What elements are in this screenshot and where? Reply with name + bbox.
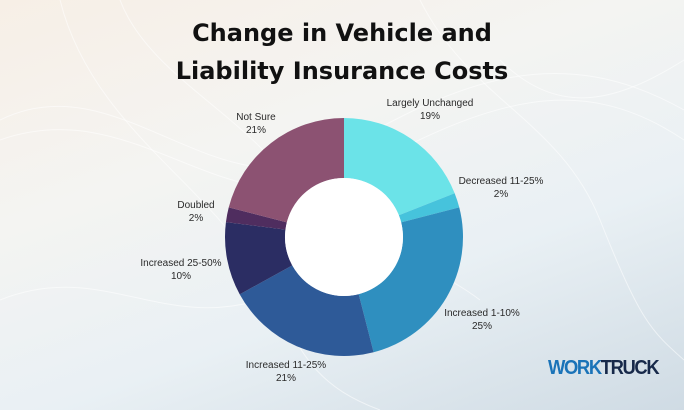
slice-percent-label: 25% xyxy=(472,321,492,332)
slice-increased-1-10 xyxy=(358,207,463,353)
slice-percent-label: 2% xyxy=(189,213,204,224)
slice-percent-label: 10% xyxy=(171,271,191,282)
slice-not-sure xyxy=(228,118,344,223)
slice-increased-25-50 xyxy=(225,222,293,295)
slice-label: Increased 1-10% xyxy=(444,308,520,319)
donut-hole xyxy=(285,178,403,296)
slice-label: Largely Unchanged xyxy=(387,98,474,109)
slice-label: Decreased 11-25% xyxy=(459,176,544,187)
slice-label: Doubled xyxy=(177,200,214,211)
worktruck-logo: WORKTRUCK xyxy=(548,356,660,380)
chart-title-line-2: Liability Insurance Costs xyxy=(175,57,509,85)
slice-percent-label: 21% xyxy=(246,125,266,136)
slice-largely-unchanged xyxy=(344,118,455,216)
slice-label: Increased 11-25% xyxy=(246,360,327,371)
chart-title-line-1: Change in Vehicle and xyxy=(192,19,492,47)
slice-label: Not Sure xyxy=(236,112,276,123)
slice-label: Increased 25-50% xyxy=(140,258,221,269)
slice-decreased-11-25 xyxy=(398,193,460,223)
slice-doubled xyxy=(225,207,287,230)
slice-percent-label: 21% xyxy=(276,373,296,384)
logo-part-truck: TRUCK xyxy=(600,357,660,379)
logo-part-work: WORK xyxy=(548,357,602,379)
slice-percent-label: 19% xyxy=(420,111,440,122)
slice-increased-11-25 xyxy=(239,265,374,356)
slice-percent-label: 2% xyxy=(494,189,509,200)
